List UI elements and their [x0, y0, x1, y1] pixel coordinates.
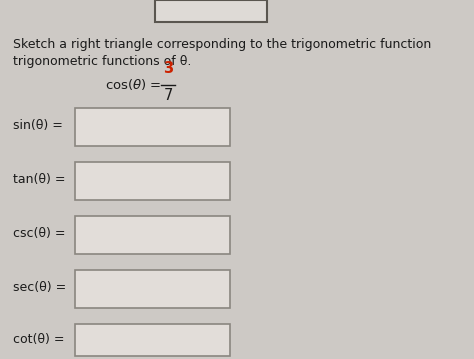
Text: cot(θ) =: cot(θ) =: [13, 332, 69, 345]
Bar: [75, 216, 230, 254]
Text: tan(θ) =: tan(θ) =: [13, 173, 70, 186]
Text: sec(θ) =: sec(θ) =: [13, 281, 70, 294]
Bar: [75, 162, 230, 200]
Text: 3: 3: [163, 61, 173, 76]
Bar: [75, 108, 230, 146]
Bar: [75, 324, 230, 356]
Text: sin(θ) =: sin(θ) =: [13, 120, 67, 132]
Text: trigonometric functions of θ.: trigonometric functions of θ.: [13, 55, 191, 68]
Text: csc(θ) =: csc(θ) =: [13, 228, 70, 241]
Bar: [75, 270, 230, 308]
Text: cos($\theta$) =: cos($\theta$) =: [105, 78, 163, 93]
Bar: [155, 0, 267, 22]
Text: Sketch a right triangle corresponding to the trigonometric function: Sketch a right triangle corresponding to…: [13, 38, 431, 51]
Text: 7: 7: [164, 88, 173, 103]
